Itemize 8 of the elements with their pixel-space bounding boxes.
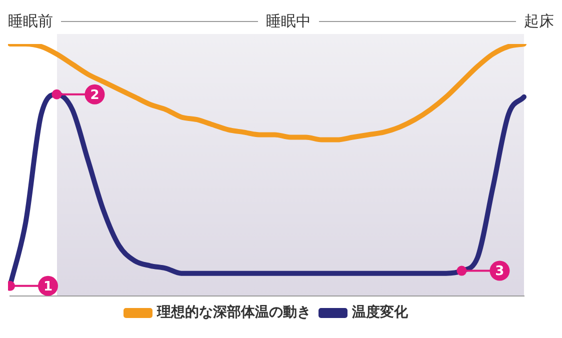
annotation: 1	[43, 279, 53, 294]
text: 睡眠中	[266, 12, 311, 30]
legend-label: 理想的な深部体温の動き	[156, 304, 311, 321]
text: 睡眠前	[8, 12, 53, 30]
legend-label: 温度変化	[351, 304, 409, 321]
text: 起床	[524, 12, 554, 30]
annotation: 2	[90, 88, 100, 103]
annotation: 3	[495, 264, 504, 280]
